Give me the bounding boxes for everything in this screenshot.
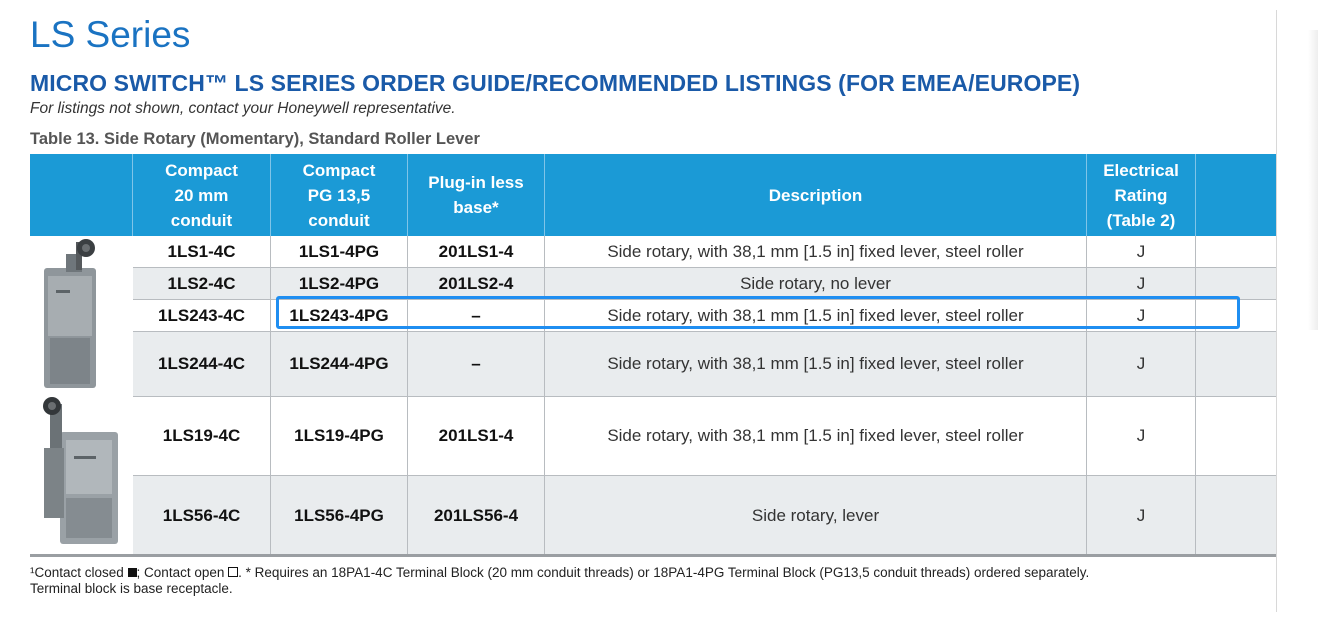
cell-plugin: – [408,300,545,331]
page-title: LS Series [30,14,191,55]
cell-plugin: 201LS2-4 [408,268,545,299]
cell-description: Side rotary, with 38,1 mm [1.5 in] fixed… [545,300,1087,331]
cell-compact-pg: 1LS56-4PG [271,476,408,555]
cell-compact-20mm: 1LS1-4C [133,236,271,267]
table-row: 1LS244-4C 1LS244-4PG – Side rotary, with… [133,332,1276,397]
cell-plugin: 201LS1-4 [408,397,545,475]
cell-rating: J [1087,300,1196,331]
product-images [30,236,133,556]
cell-plugin: – [408,332,545,396]
cell-description: Side rotary, with 38,1 mm [1.5 in] fixed… [545,332,1087,396]
table-header [30,154,1276,236]
footnote-part3: . * Requires an 18PA1-4C Terminal Block … [238,565,1090,580]
cell-description: Side rotary, no lever [545,268,1087,299]
cell-compact-20mm: 1LS244-4C [133,332,271,396]
subtitle: For listings not shown, contact your Hon… [30,100,456,117]
cell-compact-20mm: 1LS19-4C [133,397,271,475]
scroll-edge-shadow [1308,30,1318,330]
cell-plugin: 201LS1-4 [408,236,545,267]
header-extra-column [1196,154,1276,236]
header-compact-20mm: Compact 20 mm conduit [133,154,271,236]
cell-rating: J [1087,476,1196,555]
header-image-column [30,154,133,236]
cell-compact-pg: 1LS243-4PG [271,300,408,331]
limit-switch-icon [43,397,118,544]
cell-description: Side rotary, with 38,1 mm [1.5 in] fixed… [545,236,1087,267]
footnote-part1: ¹Contact closed [30,565,128,580]
cell-rating: J [1087,397,1196,475]
order-guide-table: Compact 20 mm conduit Compact PG 13,5 co… [30,154,1276,556]
footnote-line2: Terminal block is base receptacle. [30,581,233,596]
footnote-part2: ; Contact open [136,565,229,580]
cell-description: Side rotary, lever [545,476,1087,555]
cell-compact-pg: 1LS19-4PG [271,397,408,475]
cell-compact-pg: 1LS2-4PG [271,268,408,299]
table-row: 1LS1-4C 1LS1-4PG 201LS1-4 Side rotary, w… [133,236,1276,268]
filled-square-icon [127,568,137,577]
table-row: 1LS2-4C 1LS2-4PG 201LS2-4 Side rotary, n… [133,268,1276,300]
cell-plugin: 201LS56-4 [408,476,545,555]
cell-compact-20mm: 1LS243-4C [133,300,271,331]
cell-rating: J [1087,332,1196,396]
page-right-border [1276,10,1277,612]
table-row: 1LS56-4C 1LS56-4PG 201LS56-4 Side rotary… [133,476,1276,556]
cell-compact-pg: 1LS244-4PG [271,332,408,396]
table-bottom-rule [30,554,1276,557]
section-title: MICRO SWITCH™ LS SERIES ORDER GUIDE/RECO… [30,70,1081,96]
header-plugin: Plug-in less base* [408,154,545,236]
row-selection-highlight [276,296,1240,329]
cell-compact-20mm: 1LS2-4C [133,268,271,299]
header-compact-pg: Compact PG 13,5 conduit [271,154,408,236]
cell-compact-20mm: 1LS56-4C [133,476,271,555]
limit-switch-images [43,239,118,544]
header-description: Description [545,154,1087,236]
cell-rating: J [1087,236,1196,267]
cell-description: Side rotary, with 38,1 mm [1.5 in] fixed… [545,397,1087,475]
cell-compact-pg: 1LS1-4PG [271,236,408,267]
cell-rating: J [1087,268,1196,299]
footnote: ¹Contact closed ; Contact open . * Requi… [30,565,1270,597]
table-row: 1LS19-4C 1LS19-4PG 201LS1-4 Side rotary,… [133,397,1276,476]
open-square-icon [228,567,239,577]
limit-switch-icon [44,239,96,388]
header-electrical-rating: Electrical Rating (Table 2) [1087,154,1196,236]
table-caption: Table 13. Side Rotary (Momentary), Stand… [30,130,480,148]
